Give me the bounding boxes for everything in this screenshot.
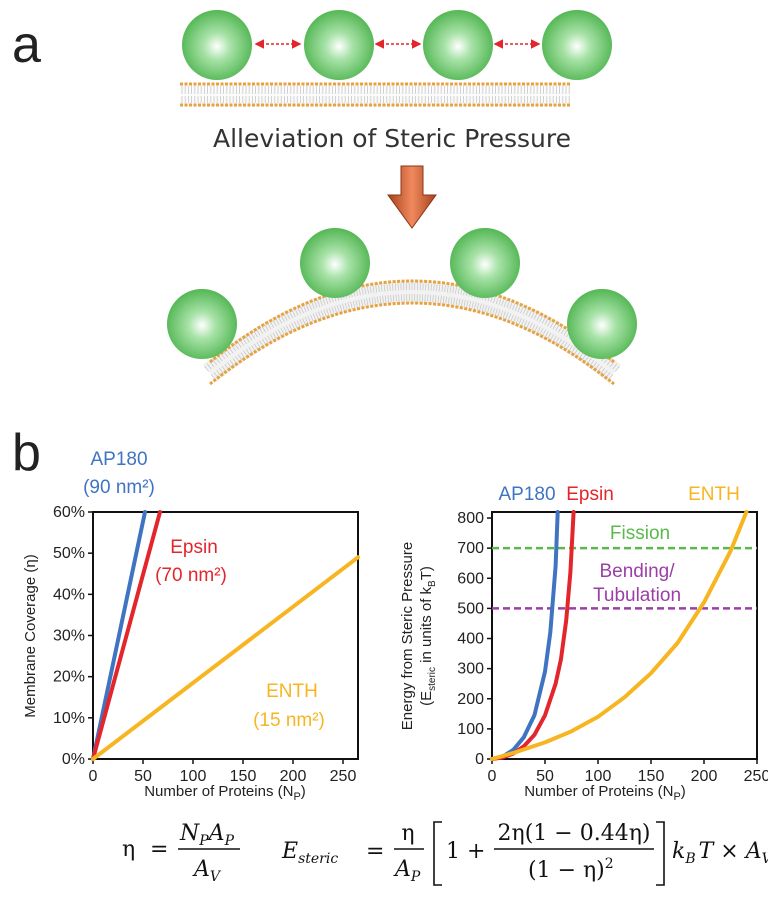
protein-sphere [304, 10, 374, 80]
series-label-epsin: Epsin [170, 537, 218, 558]
y-tick-label: 30% [53, 628, 85, 645]
plot-frame [491, 511, 758, 760]
x-tick-label: 0 [488, 768, 497, 785]
series-line-enth [490, 510, 749, 761]
flat-membrane [180, 82, 570, 107]
panel-a-caption: Alleviation of Steric Pressure [213, 124, 571, 153]
y-tick-label: 10% [53, 710, 85, 727]
equation-energy: Esteric = η AP 1 + 2η(1 − 0.44η) (1 − η)… [281, 821, 768, 886]
eta-numerator: NPAP [179, 821, 235, 849]
one-plus: 1 + [446, 839, 485, 864]
y-tick-label: 0 [475, 751, 484, 768]
y-tick-label: 50% [53, 545, 85, 562]
y-tick-label: 800 [457, 510, 484, 527]
y-tick-label: 20% [53, 669, 85, 686]
y-tick-label: 300 [457, 661, 484, 678]
y-tick-label: 200 [457, 691, 484, 708]
y-tick-label: 500 [457, 600, 484, 617]
energy-lhs: Esteric [281, 839, 338, 867]
left-bracket [433, 821, 442, 886]
x-tick-label: 100 [585, 768, 612, 785]
y-tick-label: 600 [457, 570, 484, 587]
threshold-label-fission: Fission [610, 523, 670, 544]
protein-sphere [450, 228, 520, 298]
y-axis-label-line1: Energy from Steric Pressure [399, 542, 416, 730]
energy-fraction-numerator: η [401, 821, 414, 846]
equation-eta: η = NPAP AV [122, 821, 240, 885]
protein-sphere [542, 10, 612, 80]
y-tick-label: 60% [53, 504, 85, 521]
panel-b-label: b [12, 424, 41, 482]
equals-sign: = [366, 839, 384, 864]
x-tick-label: 200 [691, 768, 718, 785]
series-note-ap180: (90 nm²) [83, 477, 155, 498]
inner-denominator: (1 − η)2 [528, 856, 614, 883]
inner-numerator: 2η(1 − 0.44η) [498, 821, 651, 846]
right-bracket [656, 821, 665, 886]
energy-chart: 0 100 200 300 400 500 600 700 800 0 50 100 150 200 25… [399, 484, 768, 803]
coverage-chart: 0% 10% 20% 30% 40% 50% 60% 0 50 100 150 200 250 Mem… [22, 449, 360, 803]
series-label-ap180: AP180 [498, 484, 555, 505]
x-tick-label: 250 [744, 768, 768, 785]
x-tick-label: 150 [230, 768, 257, 785]
x-axis-label: Number of Proteins (NP) [524, 783, 686, 803]
series-label-enth: ENTH [266, 681, 318, 702]
x-tick-label: 50 [134, 768, 152, 785]
series-label-enth: ENTH [688, 484, 740, 505]
x-tick-label: 50 [536, 768, 554, 785]
curved-membrane [203, 279, 621, 386]
series-label-ap180: AP180 [90, 449, 147, 470]
down-arrow-icon [387, 165, 437, 229]
x-tick-label: 100 [180, 768, 207, 785]
y-tick-label: 0% [62, 751, 85, 768]
equals-sign: = [150, 837, 168, 862]
series-line-enth [91, 555, 360, 761]
y-tick-label: 40% [53, 586, 85, 603]
series-note-epsin: (70 nm²) [155, 565, 227, 586]
y-tick-label: 400 [457, 631, 484, 648]
series-label-epsin: Epsin [566, 484, 614, 505]
series-note-enth: (15 nm²) [253, 710, 325, 731]
protein-sphere [300, 228, 370, 298]
protein-sphere [567, 289, 637, 359]
x-axis-label: Number of Proteins (NP) [144, 783, 306, 803]
panel-a-label: a [12, 16, 41, 74]
series-line-epsin [91, 510, 162, 761]
threshold-label-bending: Bending/ [599, 561, 675, 582]
x-tick-label: 0 [89, 768, 98, 785]
eta-denominator: AV [192, 857, 222, 885]
threshold-label-tubulation: Tubulation [593, 585, 681, 606]
x-tick-label: 250 [330, 768, 357, 785]
protein-sphere [423, 10, 493, 80]
protein-sphere [167, 289, 237, 359]
series-line-ap180 [91, 510, 147, 761]
y-axis-label: Membrane Coverage (η) [22, 554, 39, 717]
x-tick-label: 150 [638, 768, 665, 785]
protein-sphere [182, 10, 252, 80]
eta-lhs: η [122, 837, 135, 862]
x-tick-label: 200 [280, 768, 307, 785]
energy-fraction-denominator: AP [393, 857, 421, 885]
energy-tail: kBT × AV [672, 839, 768, 867]
y-axis-label-line2: (Esteric in units of kBT) [418, 566, 438, 706]
y-tick-label: 100 [457, 721, 484, 738]
y-tick-label: 700 [457, 540, 484, 557]
